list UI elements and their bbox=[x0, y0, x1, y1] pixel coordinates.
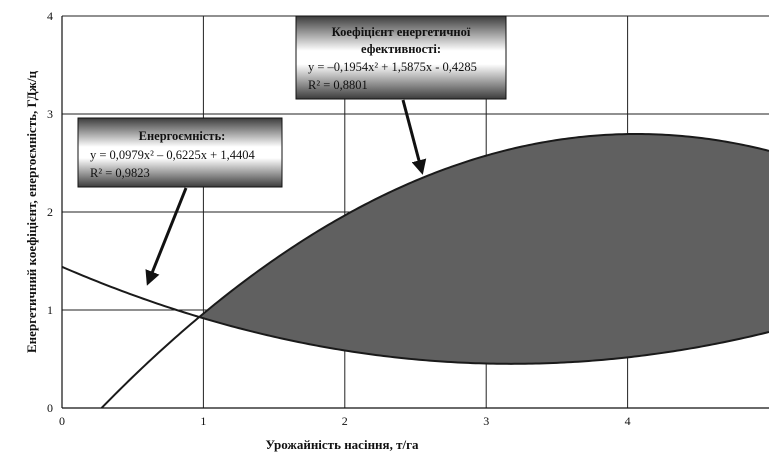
annotation-r2-energy-efficiency: R² = 0,8801 bbox=[308, 78, 368, 92]
annotation-title-energy-efficiency-line2: ефективності: bbox=[361, 42, 441, 56]
tick-labels: 0 1 2 3 4 0 1 2 3 4 bbox=[47, 9, 631, 428]
annotation-box-energy-intensity bbox=[77, 117, 283, 188]
annotation-box-energy-efficiency bbox=[295, 15, 507, 100]
x-tick-label-2: 2 bbox=[342, 414, 348, 428]
shaded-region bbox=[199, 134, 769, 364]
x-tick-label-3: 3 bbox=[483, 414, 489, 428]
y-axis-title: Енергетичний коефіцієнт, енергоємність, … bbox=[24, 70, 39, 353]
series-line-1 bbox=[100, 133, 769, 409]
annotation-equation-energy-efficiency: y = –0,1954x² + 1,5875x - 0,4285 bbox=[308, 60, 477, 74]
x-tick-label-0: 0 bbox=[59, 414, 65, 428]
y-tick-label-0: 0 bbox=[47, 401, 53, 415]
annotation-r2-energy-intensity: R² = 0,9823 bbox=[90, 166, 150, 180]
annotation-title-energy-efficiency-line1: Коефіцієнт енергетичної bbox=[332, 25, 471, 39]
series-lines bbox=[61, 133, 769, 409]
annotation-energy-efficiency: Коефіцієнт енергетичної ефективності: y … bbox=[295, 15, 507, 175]
annotation-equation-energy-intensity: y = 0,0979x² – 0,6225x + 1,4404 bbox=[90, 148, 255, 162]
y-tick-label-2: 2 bbox=[47, 205, 53, 219]
arrow-energy-efficiency bbox=[401, 99, 427, 175]
x-axis-title: Урожайність насіння, т/га bbox=[266, 437, 419, 452]
x-tick-label-4: 4 bbox=[625, 414, 631, 428]
y-tick-label-4: 4 bbox=[47, 9, 53, 23]
series-line-0 bbox=[61, 265, 769, 365]
y-tick-label-3: 3 bbox=[47, 107, 53, 121]
x-tick-label-1: 1 bbox=[200, 414, 206, 428]
annotation-energy-intensity: Енергоємність: y = 0,0979x² – 0,6225x + … bbox=[77, 117, 283, 286]
arrow-energy-intensity bbox=[145, 187, 188, 286]
y-tick-label-1: 1 bbox=[47, 303, 53, 317]
annotation-title-energy-intensity: Енергоємність: bbox=[139, 129, 226, 143]
